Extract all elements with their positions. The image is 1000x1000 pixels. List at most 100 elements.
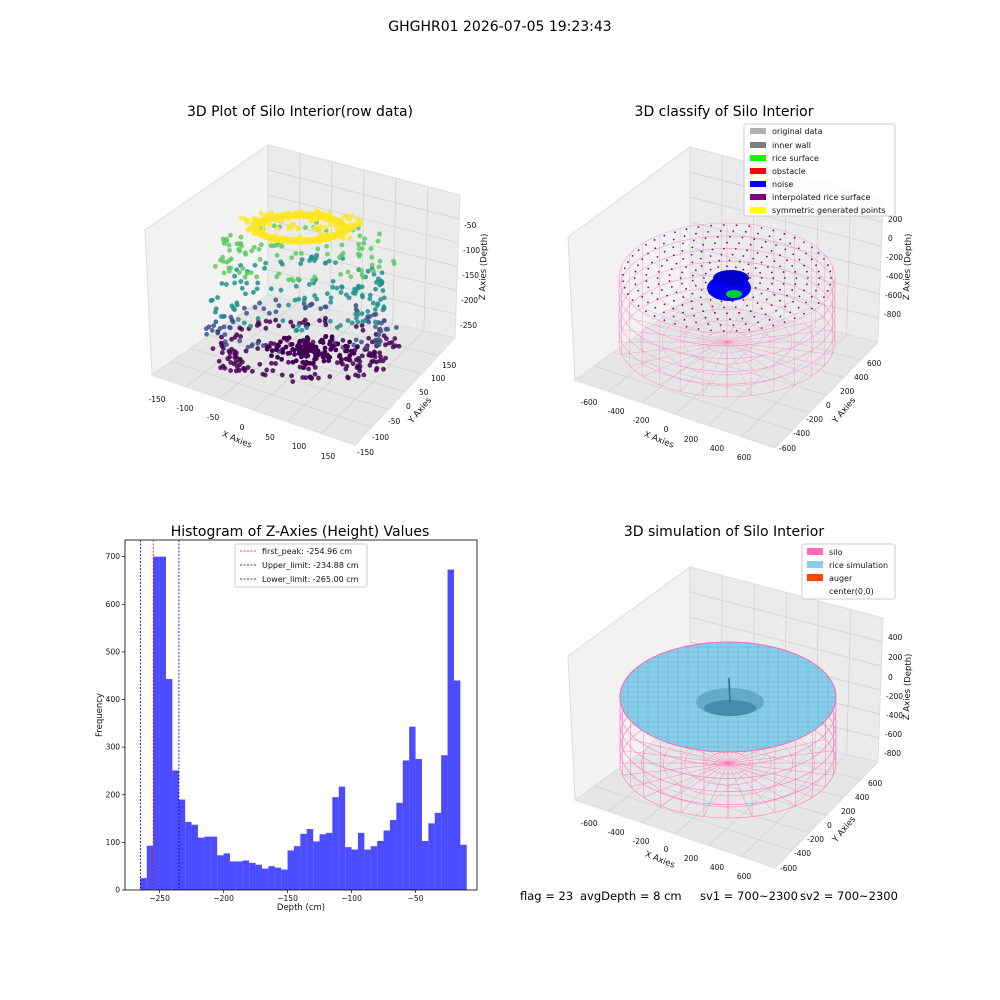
plot-frame — [124, 539, 478, 891]
p2-y-tick: -200 — [806, 415, 823, 424]
legend-swatch — [750, 142, 766, 148]
histogram-bar — [396, 802, 403, 890]
legend-label: obstacle — [772, 167, 806, 176]
panel1-z-label: Z Axies (Depth) — [478, 233, 490, 300]
p2-y-tick: -400 — [793, 429, 810, 438]
panel1-point-cloud — [203, 208, 402, 384]
p4-x-tick: -200 — [632, 837, 649, 846]
p2-x-tick: 0 — [664, 425, 669, 434]
histogram-bar — [357, 832, 365, 890]
p4-z-tick: -800 — [884, 749, 901, 758]
p1-x-tick: -100 — [176, 404, 193, 413]
legend-label: first_peak: -254.96 cm — [262, 547, 352, 556]
legend-swatch — [807, 548, 823, 555]
p1-x-tick: -50 — [207, 413, 219, 422]
legend-swatch — [750, 128, 766, 134]
histogram-bar — [383, 830, 390, 890]
histogram-bar — [370, 846, 378, 890]
p2-x-tick: 400 — [710, 444, 725, 453]
flag-text: flag = 23 — [520, 889, 573, 903]
p4-x-tick: -600 — [580, 819, 597, 828]
legend-frame — [801, 543, 896, 600]
p4-z-tick: -600 — [885, 730, 902, 739]
histogram-bar — [268, 866, 275, 890]
legend-swatch — [750, 168, 766, 174]
figure-title: GHGHR01 2026-07-05 19:23:43 — [388, 19, 611, 35]
legend-label: interpolated rice surface — [772, 193, 870, 202]
p1-y-tick: -50 — [388, 417, 400, 426]
x-axis-label: Depth (cm) — [277, 903, 325, 913]
histogram-bar — [453, 680, 461, 890]
panel-raw-3d: 3D Plot of Silo Interior(row data) -150 … — [144, 104, 490, 461]
histogram-bar — [287, 850, 294, 890]
histogram-bar — [306, 829, 314, 890]
sv1-text: sv1 = 700~2300 — [700, 889, 798, 903]
p2-y-tick: 0 — [826, 401, 831, 410]
histogram-bar — [217, 855, 224, 890]
panel1-title: 3D Plot of Silo Interior(row data) — [187, 104, 413, 120]
histogram-bar — [447, 569, 454, 890]
legend-label: original data — [772, 127, 823, 136]
legend-frame — [234, 543, 368, 588]
p2-y-tick: 400 — [854, 373, 869, 382]
p1-z-tick: -200 — [461, 296, 478, 305]
p2-z-tick: 200 — [888, 215, 903, 224]
histogram-bar — [389, 820, 397, 890]
p1-x-tick: 100 — [292, 442, 307, 451]
p2-z-tick: -400 — [886, 272, 903, 281]
histogram-bar — [415, 759, 422, 890]
panel1-y-ticks: 150 100 50 0 -50 -100 -150 — [357, 361, 457, 457]
p4-y-tick: 0 — [827, 821, 832, 830]
p1-x-tick: 150 — [321, 452, 336, 461]
histogram-bars — [140, 556, 467, 890]
p1-y-tick: -100 — [372, 433, 389, 442]
histogram-bar — [293, 846, 301, 890]
histogram-bar — [421, 840, 429, 890]
p1-x-tick: 0 — [240, 423, 245, 432]
histogram-bar — [281, 869, 288, 890]
panel2-y-label: Y Axies — [830, 395, 858, 426]
p4-x-tick: 400 — [710, 863, 725, 872]
legend-label: inner wall — [772, 141, 811, 150]
p4-y-tick: 200 — [841, 807, 856, 816]
x-tick-label: −200 — [213, 894, 234, 903]
histogram-legend: first_peak: -254.96 cm Upper_limit: -234… — [234, 543, 368, 588]
histogram-bar — [364, 849, 371, 890]
p2-z-tick: -800 — [884, 310, 901, 319]
avg-depth-text: avgDepth = 8 cm — [580, 889, 682, 903]
legend-label: silo — [829, 548, 843, 557]
histogram-bar — [428, 823, 435, 890]
panel1-x-label: X Axies — [220, 430, 253, 451]
legend-swatch — [750, 207, 766, 213]
histogram-bar — [441, 755, 448, 890]
panel4-x-label: X Axies — [643, 850, 676, 871]
panel2-z-label: Z Axies (Depth) — [902, 233, 914, 300]
histogram-bar — [332, 797, 339, 890]
histogram-bar — [165, 679, 173, 890]
p1-y-tick: 150 — [442, 361, 457, 370]
legend-swatch — [807, 574, 823, 581]
panel4-legend: silo rice simulation auger center(0,0) — [801, 543, 896, 600]
chart-title: Histogram of Z-Axies (Height) Values — [171, 524, 430, 540]
histogram-bar — [351, 849, 358, 890]
y-tick-label: 100 — [106, 838, 121, 847]
histogram-bar — [210, 836, 218, 890]
p4-x-tick: -400 — [607, 828, 624, 837]
legend-label: center(0,0) — [829, 587, 874, 596]
p2-z-tick: 0 — [888, 234, 893, 243]
p2-x-tick: -400 — [607, 407, 624, 416]
legend-label: noise — [772, 180, 793, 189]
p2-z-tick: -600 — [885, 291, 902, 300]
panel2-z-ticks: 200 0 -200 -400 -600 -800 — [884, 215, 903, 319]
panel2-silo-wireframe — [618, 222, 836, 398]
legend-swatch — [750, 155, 766, 161]
p2-x-tick: -200 — [632, 416, 649, 425]
histogram-bar — [325, 832, 333, 890]
y-tick-label: 700 — [106, 552, 121, 561]
legend-swatch — [750, 181, 766, 187]
x-tick-label: −250 — [149, 894, 170, 903]
p4-z-tick: 0 — [888, 673, 893, 682]
panel-histogram: Histogram of Z-Axies (Height) Values −25… — [95, 524, 478, 913]
panel4-silo-simulation — [619, 641, 837, 819]
histogram-bar — [377, 840, 384, 890]
